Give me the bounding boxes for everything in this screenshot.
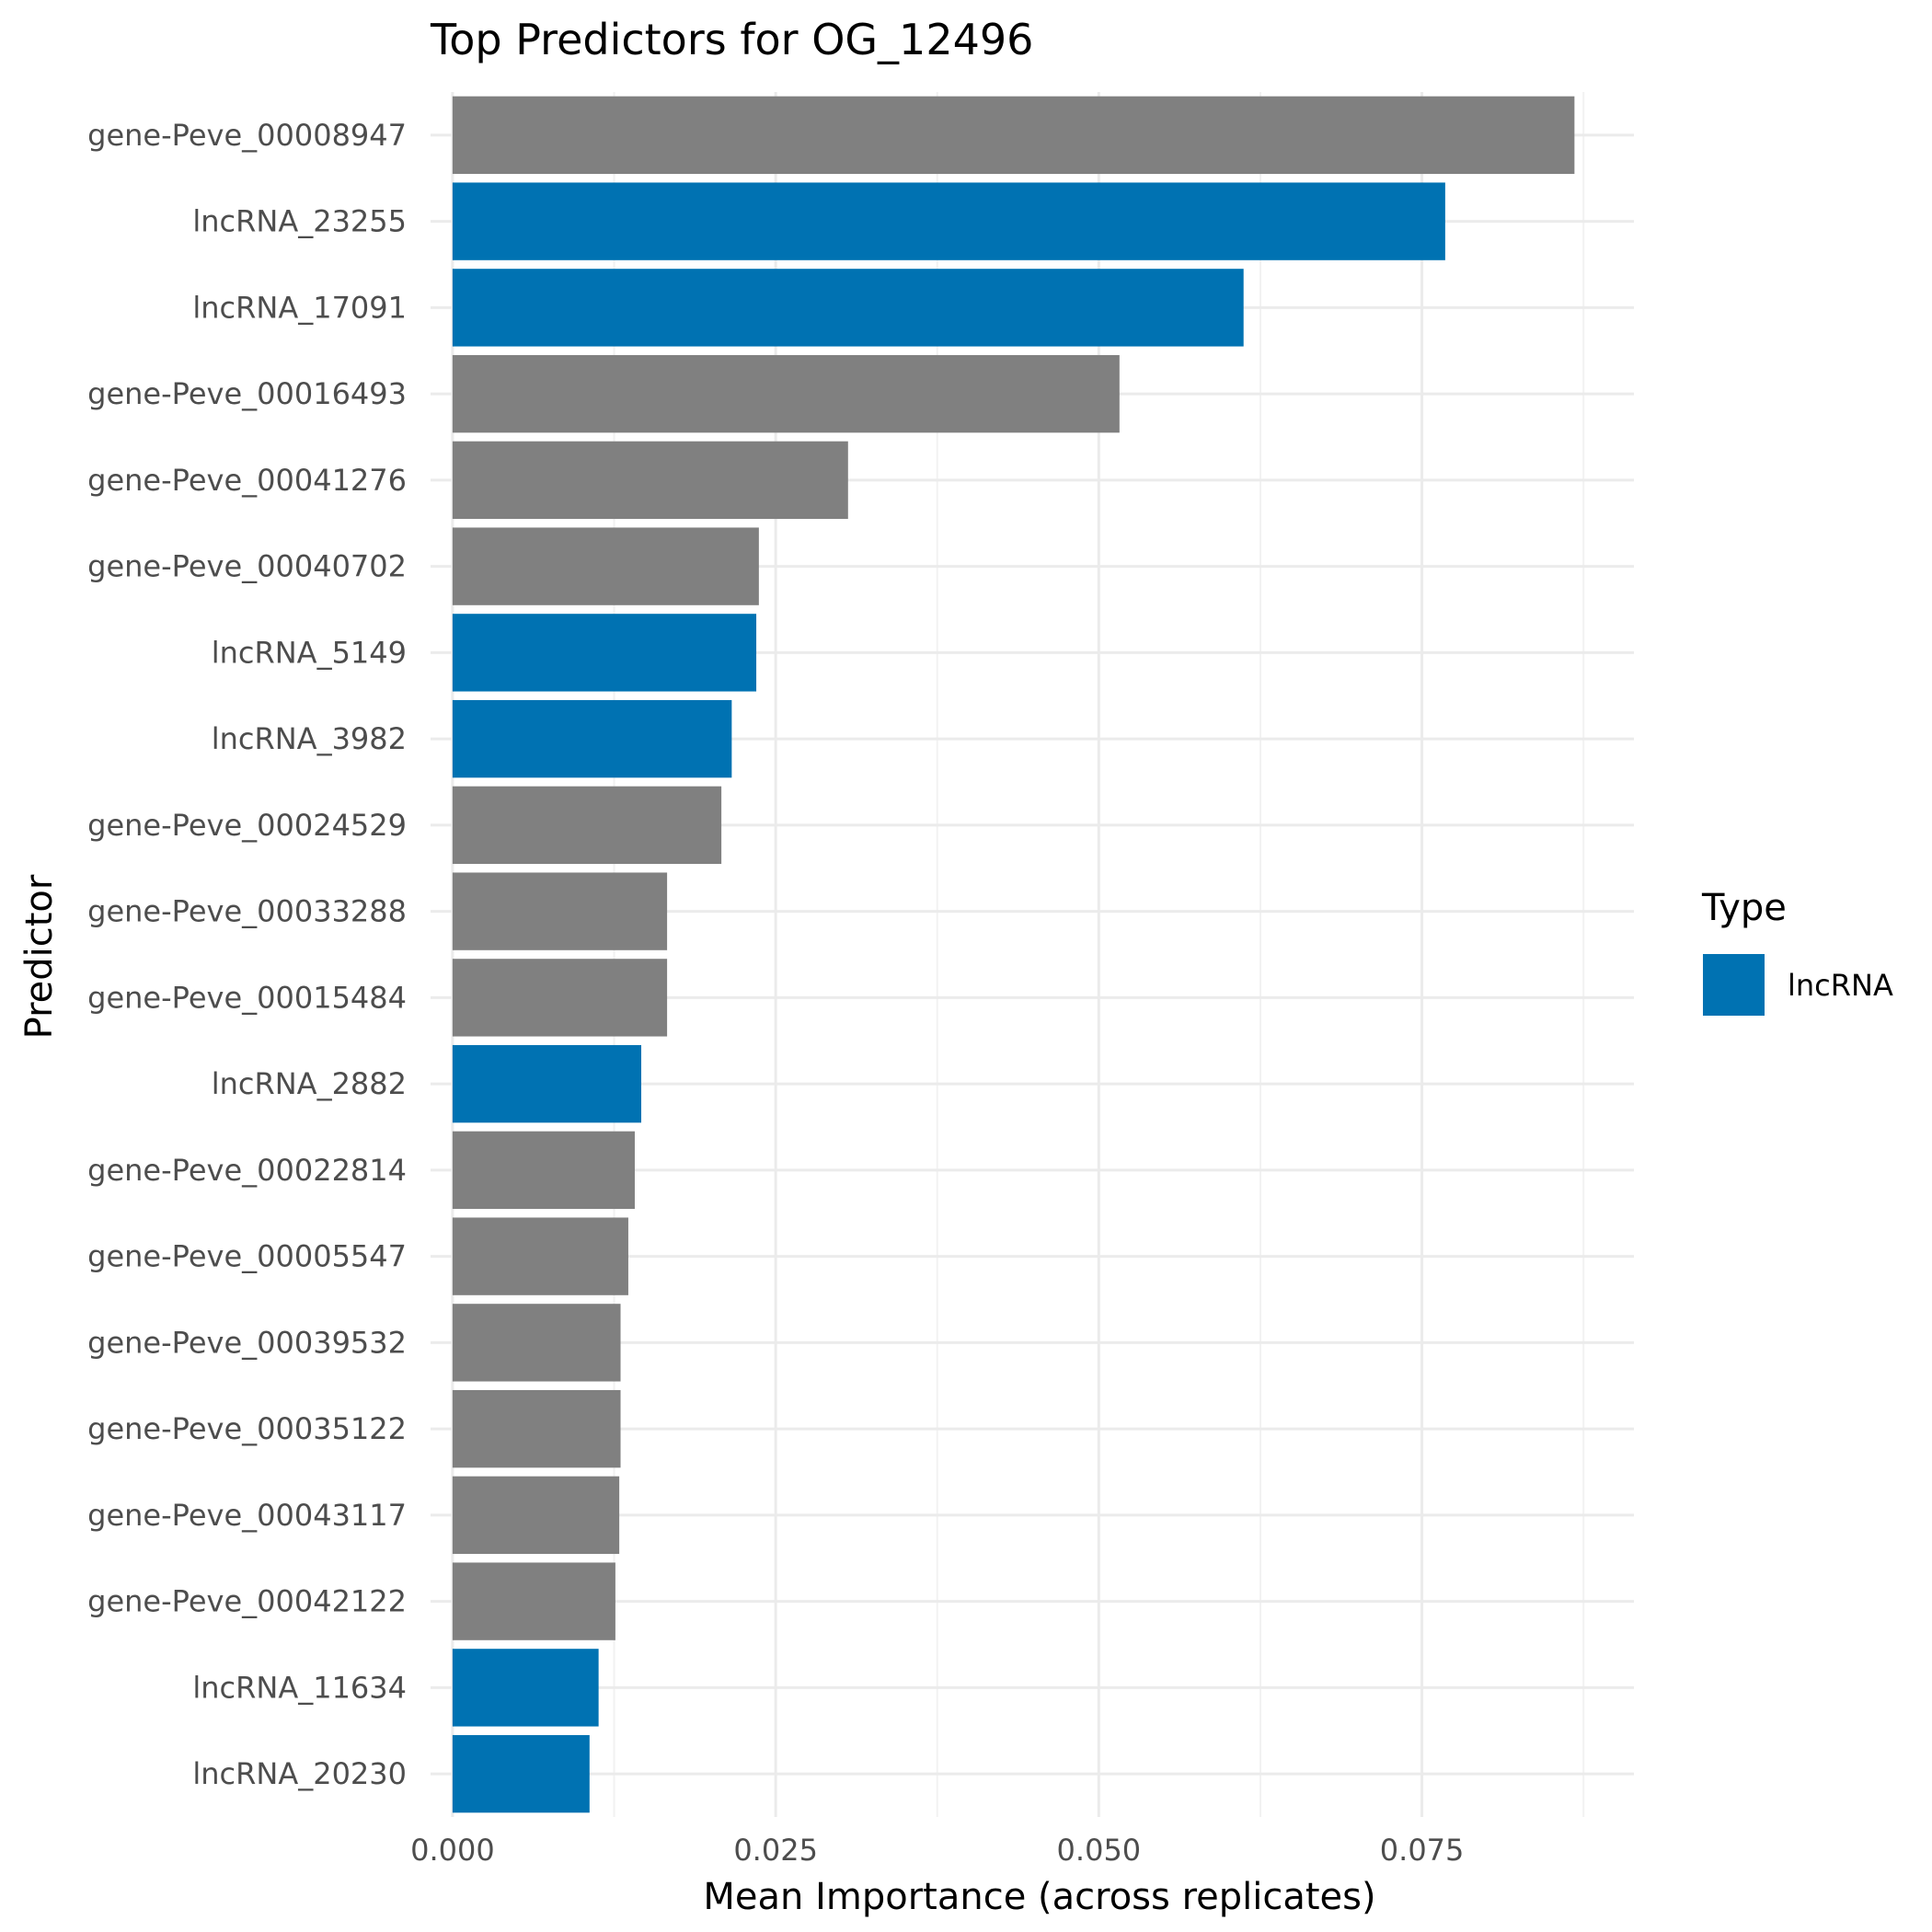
bar-lncRNA_11634: [452, 1649, 599, 1727]
bar-gene-Peve_00033288: [452, 872, 668, 950]
bar-gene-Peve_00042122: [452, 1562, 615, 1640]
bar-gene-Peve_00005547: [452, 1217, 628, 1295]
y-tick-label: gene-Peve_00015484: [87, 980, 407, 1015]
bar-gene-Peve_00024529: [452, 786, 722, 865]
y-tick-label: gene-Peve_00040702: [87, 549, 407, 584]
y-tick-label: lncRNA_11634: [192, 1670, 407, 1705]
y-tick-label: lncRNA_20230: [192, 1756, 407, 1791]
bar-gene-Peve_00035122: [452, 1389, 621, 1468]
y-tick-label: gene-Peve_00008947: [87, 118, 407, 153]
y-tick-label: gene-Peve_00022814: [87, 1153, 407, 1188]
bar-gene-Peve_00039532: [452, 1304, 621, 1382]
bar-lncRNA_17091: [452, 269, 1244, 347]
y-tick-label: lncRNA_5149: [212, 635, 407, 670]
chart-title: Top Predictors for OG_12496: [430, 15, 1033, 64]
y-tick-label: gene-Peve_00041276: [87, 463, 407, 498]
legend-label-lncrna: lncRNA: [1788, 968, 1893, 1003]
y-tick-label: gene-Peve_00039532: [87, 1325, 407, 1360]
y-tick-label: gene-Peve_00043117: [87, 1498, 407, 1533]
y-tick-label: lncRNA_3982: [212, 721, 407, 756]
y-tick-label: gene-Peve_00042122: [87, 1584, 407, 1619]
legend: Type lncRNA: [1701, 887, 1893, 1016]
bar-gene-Peve_00016493: [452, 354, 1120, 433]
y-tick-labels: gene-Peve_00008947 lncRNA_23255 lncRNA_170…: [87, 118, 407, 1791]
x-tick-label: 0.050: [1057, 1833, 1142, 1868]
legend-key-lncrna: [1703, 954, 1765, 1016]
grid-lines: [431, 92, 1634, 1817]
y-tick-label: lncRNA_17091: [192, 290, 407, 325]
bar-gene-Peve_00008947: [452, 96, 1575, 175]
bar-lncRNA_23255: [452, 182, 1445, 260]
x-tick-labels: 0.000 0.025 0.050 0.075: [410, 1833, 1464, 1868]
x-tick-label: 0.000: [410, 1833, 495, 1868]
bar-lncRNA_20230: [452, 1734, 590, 1813]
y-tick-label: gene-Peve_00035122: [87, 1411, 407, 1446]
legend-title: Type: [1701, 887, 1787, 929]
bar-gene-Peve_00022814: [452, 1131, 635, 1210]
y-tick-label: gene-Peve_00016493: [87, 376, 407, 411]
x-axis-title: Mean Importance (across replicates): [703, 1876, 1375, 1918]
bar-gene-Peve_00041276: [452, 441, 848, 520]
bars: [452, 96, 1575, 1813]
bar-lncRNA_3982: [452, 699, 732, 778]
y-tick-label: gene-Peve_00005547: [87, 1239, 407, 1274]
bar-lncRNA_2882: [452, 1044, 642, 1123]
x-tick-label: 0.025: [733, 1833, 818, 1868]
bar-gene-Peve_00043117: [452, 1476, 620, 1555]
x-tick-label: 0.075: [1380, 1833, 1465, 1868]
y-tick-label: gene-Peve_00033288: [87, 894, 407, 929]
y-tick-label: lncRNA_2882: [212, 1066, 407, 1101]
bar-gene-Peve_00040702: [452, 527, 759, 605]
bar-lncRNA_5149: [452, 614, 757, 692]
y-tick-label: lncRNA_23255: [192, 204, 407, 239]
bar-gene-Peve_00015484: [452, 959, 668, 1037]
y-axis-title: Predictor: [18, 874, 61, 1039]
y-tick-label: gene-Peve_00024529: [87, 808, 407, 843]
